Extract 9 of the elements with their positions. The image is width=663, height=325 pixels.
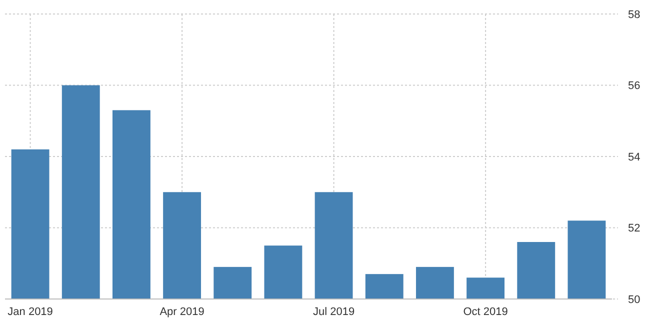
y-tick-label: 56 (628, 80, 640, 92)
x-tick-label: Apr 2019 (160, 306, 204, 318)
y-tick-label: 52 (628, 222, 640, 235)
x-tick-label: Jul 2019 (312, 306, 355, 318)
y-tick-label: 50 (628, 294, 640, 306)
y-tick-label: 54 (628, 151, 640, 164)
x-tick-label: Jan 2019 (8, 306, 53, 318)
x-tick-label: Oct 2019 (463, 306, 508, 318)
y-tick-label: 58 (628, 8, 640, 21)
